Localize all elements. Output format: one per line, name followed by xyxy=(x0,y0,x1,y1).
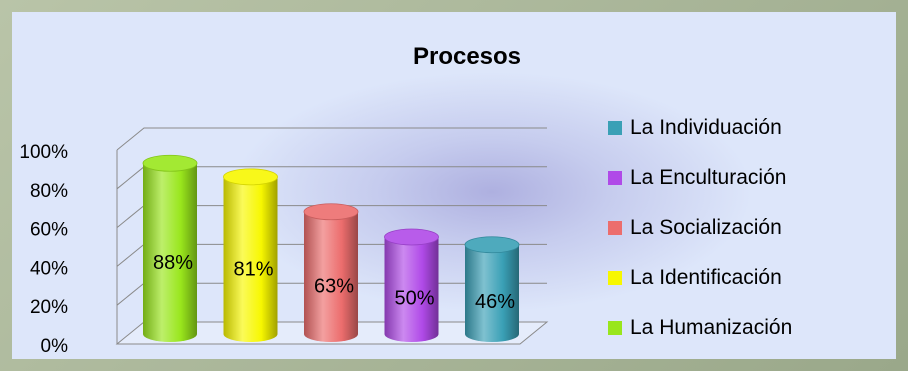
y-tick-label: 80% xyxy=(30,181,68,202)
bar-la-socializacion xyxy=(303,203,359,342)
bar-chart: Procesos 0% 20% 40% 60% 80% 100% 88% 81% 63% 50%… xyxy=(19,43,792,357)
y-axis-tick-labels: 0% 20% 40% 60% 80% 100% xyxy=(19,142,68,357)
data-labels: 88% 81% 63% 50% 46% xyxy=(153,252,515,313)
y-tick-label: 100% xyxy=(19,142,68,163)
chart-panel: Procesos 0% 20% 40% 60% 80% 100% 88% 81% 63% 50%… xyxy=(12,12,896,359)
y-tick-label: 0% xyxy=(41,336,69,357)
y-tick-label: 40% xyxy=(30,258,68,279)
legend-item-la-humanizacion: La Humanización xyxy=(608,316,792,339)
legend-swatch xyxy=(608,171,622,185)
gridline xyxy=(116,127,547,151)
legend-swatch xyxy=(608,271,622,285)
bar-top xyxy=(223,168,278,186)
legend-label: La Humanización xyxy=(630,316,792,339)
legend-item-la-enculturacion: La Enculturación xyxy=(608,166,786,189)
bar-la-humanizacion xyxy=(142,154,198,342)
bar-body xyxy=(143,163,197,342)
legend-swatch xyxy=(608,121,622,135)
chart-legend: La Individuación La Enculturación La Socia… xyxy=(608,116,792,339)
bar-top xyxy=(303,203,359,221)
legend-label: La Socialización xyxy=(630,216,782,239)
data-label: 81% xyxy=(233,259,273,281)
legend-swatch xyxy=(608,321,622,335)
data-label: 46% xyxy=(475,291,515,313)
bar-top xyxy=(464,236,520,254)
y-tick-label: 20% xyxy=(30,297,68,318)
legend-label: La Individuación xyxy=(630,116,782,139)
legend-item-la-identificacion: La Identificación xyxy=(608,266,782,289)
legend-swatch xyxy=(608,221,622,235)
data-label: 50% xyxy=(394,287,434,309)
bar-body xyxy=(304,211,358,342)
bar-top xyxy=(142,154,198,172)
bar-la-individuacion xyxy=(464,236,520,342)
bar-body xyxy=(465,244,519,342)
bar-body xyxy=(384,237,439,342)
legend-label: La Enculturación xyxy=(630,166,786,189)
chart-bars xyxy=(142,154,520,342)
bar-la-identificacion xyxy=(223,168,278,342)
legend-item-la-individuacion: La Individuación xyxy=(608,116,782,139)
legend-item-la-socializacion: La Socialización xyxy=(608,216,782,239)
bar-la-enculturacion xyxy=(384,228,439,342)
bar-body xyxy=(223,176,278,342)
legend-label: La Identificación xyxy=(630,266,782,289)
chart-title: Procesos xyxy=(413,43,521,70)
bar-top xyxy=(384,228,439,246)
y-tick-label: 60% xyxy=(30,220,68,241)
data-label: 63% xyxy=(314,275,354,297)
data-label: 88% xyxy=(153,252,193,274)
